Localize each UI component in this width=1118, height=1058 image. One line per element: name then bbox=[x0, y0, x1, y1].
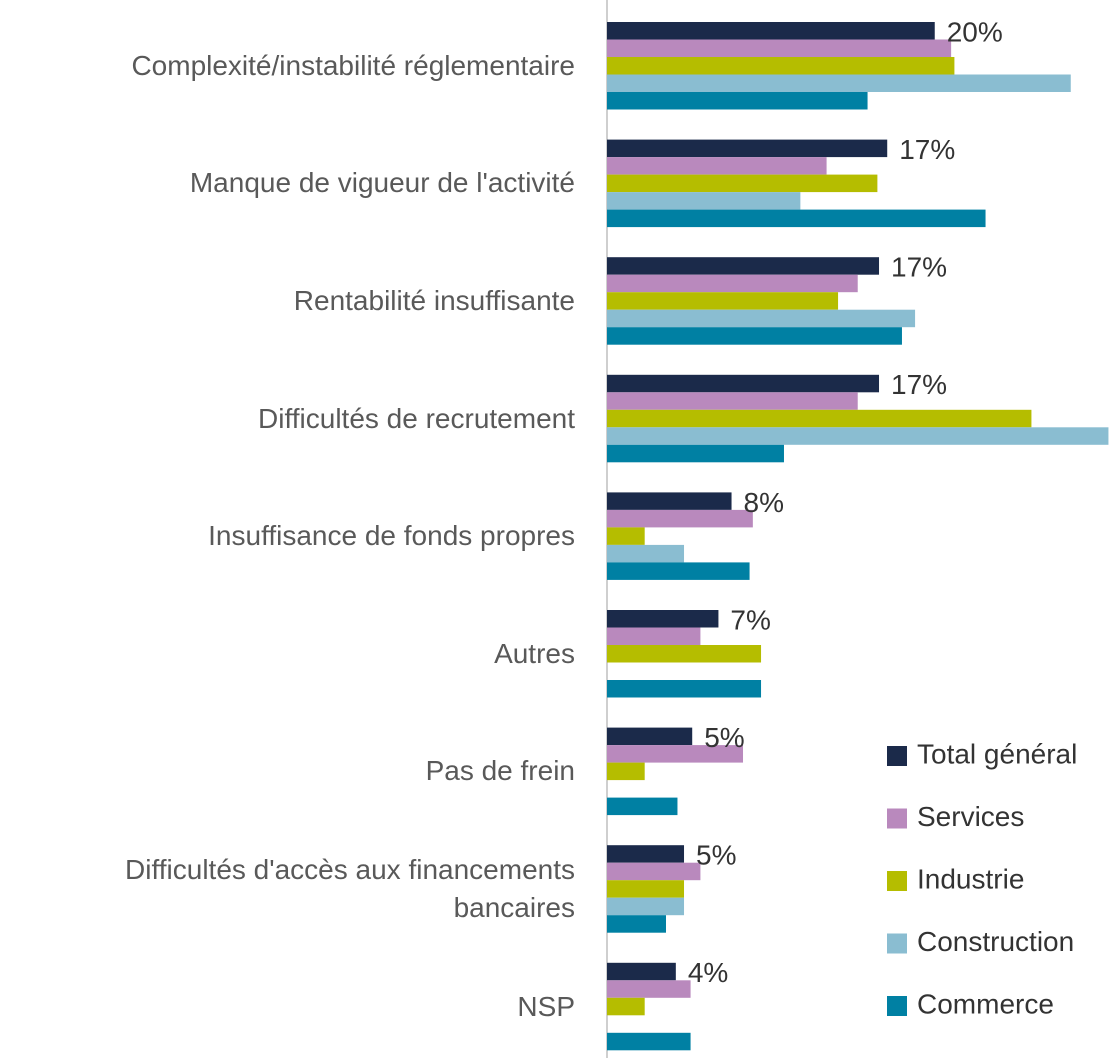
bar bbox=[607, 862, 701, 881]
bar bbox=[607, 627, 701, 645]
bar bbox=[607, 22, 935, 40]
data-label: 8% bbox=[744, 487, 784, 518]
bar bbox=[607, 562, 750, 580]
legend-label: Construction bbox=[917, 926, 1074, 957]
legend-swatch bbox=[887, 933, 907, 954]
bar bbox=[607, 509, 753, 528]
bar bbox=[607, 309, 916, 328]
category-label: NSP bbox=[517, 990, 575, 1022]
bar bbox=[607, 880, 685, 898]
legend-swatch bbox=[887, 996, 907, 1016]
bar bbox=[607, 174, 878, 193]
legend-label: Services bbox=[917, 801, 1024, 832]
bar bbox=[607, 997, 645, 1016]
bar bbox=[607, 797, 678, 816]
bar bbox=[607, 745, 744, 763]
bar bbox=[607, 727, 693, 746]
category-label: Complexité/instabilité réglementaire bbox=[131, 49, 575, 81]
legend-swatch bbox=[887, 871, 907, 891]
category-label: Insuffisance de fonds propres bbox=[208, 520, 575, 552]
bar bbox=[607, 544, 685, 563]
bar bbox=[607, 374, 880, 393]
bar bbox=[607, 980, 691, 998]
data-label: 7% bbox=[730, 604, 770, 635]
bar bbox=[607, 897, 685, 916]
legend-label: Commerce bbox=[917, 988, 1054, 1019]
bar bbox=[607, 327, 902, 345]
legend-label: Total général bbox=[917, 738, 1077, 769]
bar bbox=[607, 645, 762, 663]
bar bbox=[607, 845, 685, 863]
data-label: 17% bbox=[891, 369, 947, 400]
data-label: 5% bbox=[704, 722, 744, 753]
category-label: Pas de frein bbox=[425, 755, 575, 787]
category-label: Difficultés de recrutement bbox=[258, 402, 575, 434]
bar bbox=[607, 39, 952, 57]
bar bbox=[607, 292, 839, 310]
bar bbox=[607, 444, 784, 463]
bar bbox=[607, 427, 1109, 445]
data-label: 4% bbox=[688, 957, 728, 988]
data-label: 17% bbox=[899, 134, 955, 165]
bar bbox=[607, 1032, 691, 1051]
bar bbox=[607, 680, 762, 698]
bar bbox=[607, 139, 888, 158]
bar bbox=[607, 157, 827, 175]
bar bbox=[607, 209, 986, 228]
bar bbox=[607, 962, 676, 981]
category-label: Autres bbox=[494, 637, 575, 669]
legend-swatch bbox=[887, 746, 907, 766]
bar bbox=[607, 492, 732, 510]
data-label: 20% bbox=[947, 16, 1003, 47]
category-label: Difficultés d'accès aux financements ban… bbox=[125, 853, 575, 923]
bar bbox=[607, 257, 880, 275]
legend-label: Industrie bbox=[917, 863, 1024, 894]
bar bbox=[607, 192, 801, 210]
category-label: Rentabilité insuffisante bbox=[293, 284, 575, 316]
category-label: Manque de vigueur de l'activité bbox=[189, 167, 575, 199]
bar bbox=[607, 92, 868, 110]
bar bbox=[607, 610, 719, 628]
bar bbox=[607, 57, 955, 75]
legend-swatch bbox=[887, 808, 907, 829]
bar bbox=[607, 409, 1032, 428]
data-label: 17% bbox=[891, 252, 947, 283]
bar bbox=[607, 527, 645, 545]
bar bbox=[607, 74, 1071, 92]
bar bbox=[607, 274, 858, 293]
bar bbox=[607, 915, 666, 933]
data-label: 5% bbox=[696, 840, 736, 871]
bar bbox=[607, 762, 645, 781]
bar bbox=[607, 392, 858, 410]
